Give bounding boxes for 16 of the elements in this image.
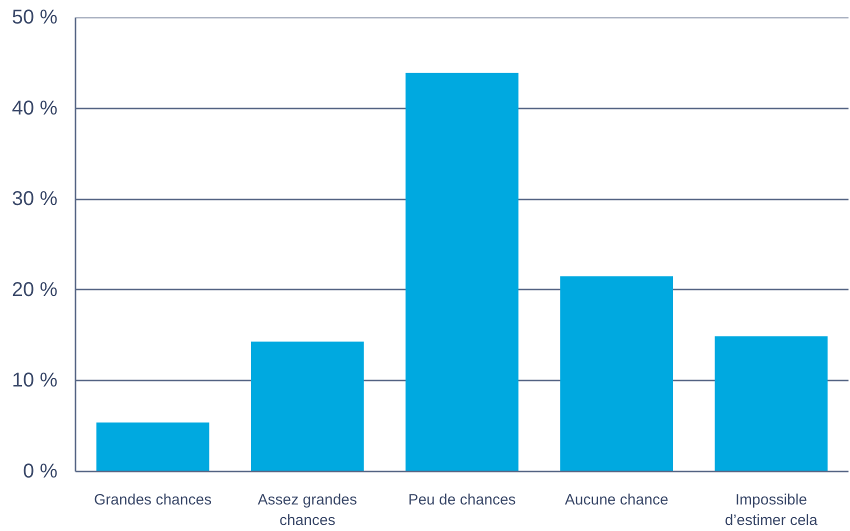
bar bbox=[250, 342, 364, 472]
y-tick-label: 30 % bbox=[12, 188, 58, 210]
x-tick-label: Impossible d’estimer cela bbox=[724, 492, 818, 529]
y-tick-label: 10 % bbox=[12, 370, 58, 392]
y-tick-label: 50 % bbox=[12, 6, 58, 28]
y-tick-label: 20 % bbox=[12, 278, 58, 301]
y-tick-label: 0 % bbox=[23, 460, 58, 482]
bar bbox=[560, 276, 674, 472]
x-tick-label: Peu de chances bbox=[408, 492, 516, 508]
y-tick-label: 40 % bbox=[12, 97, 58, 120]
x-tick-label: Grandes chances bbox=[94, 492, 212, 508]
x-tick-label: Aucune chance bbox=[564, 492, 668, 508]
bar bbox=[96, 422, 210, 472]
bar bbox=[714, 336, 828, 472]
x-tick-label: Assez grandes chances bbox=[258, 492, 358, 529]
bar bbox=[406, 72, 518, 472]
